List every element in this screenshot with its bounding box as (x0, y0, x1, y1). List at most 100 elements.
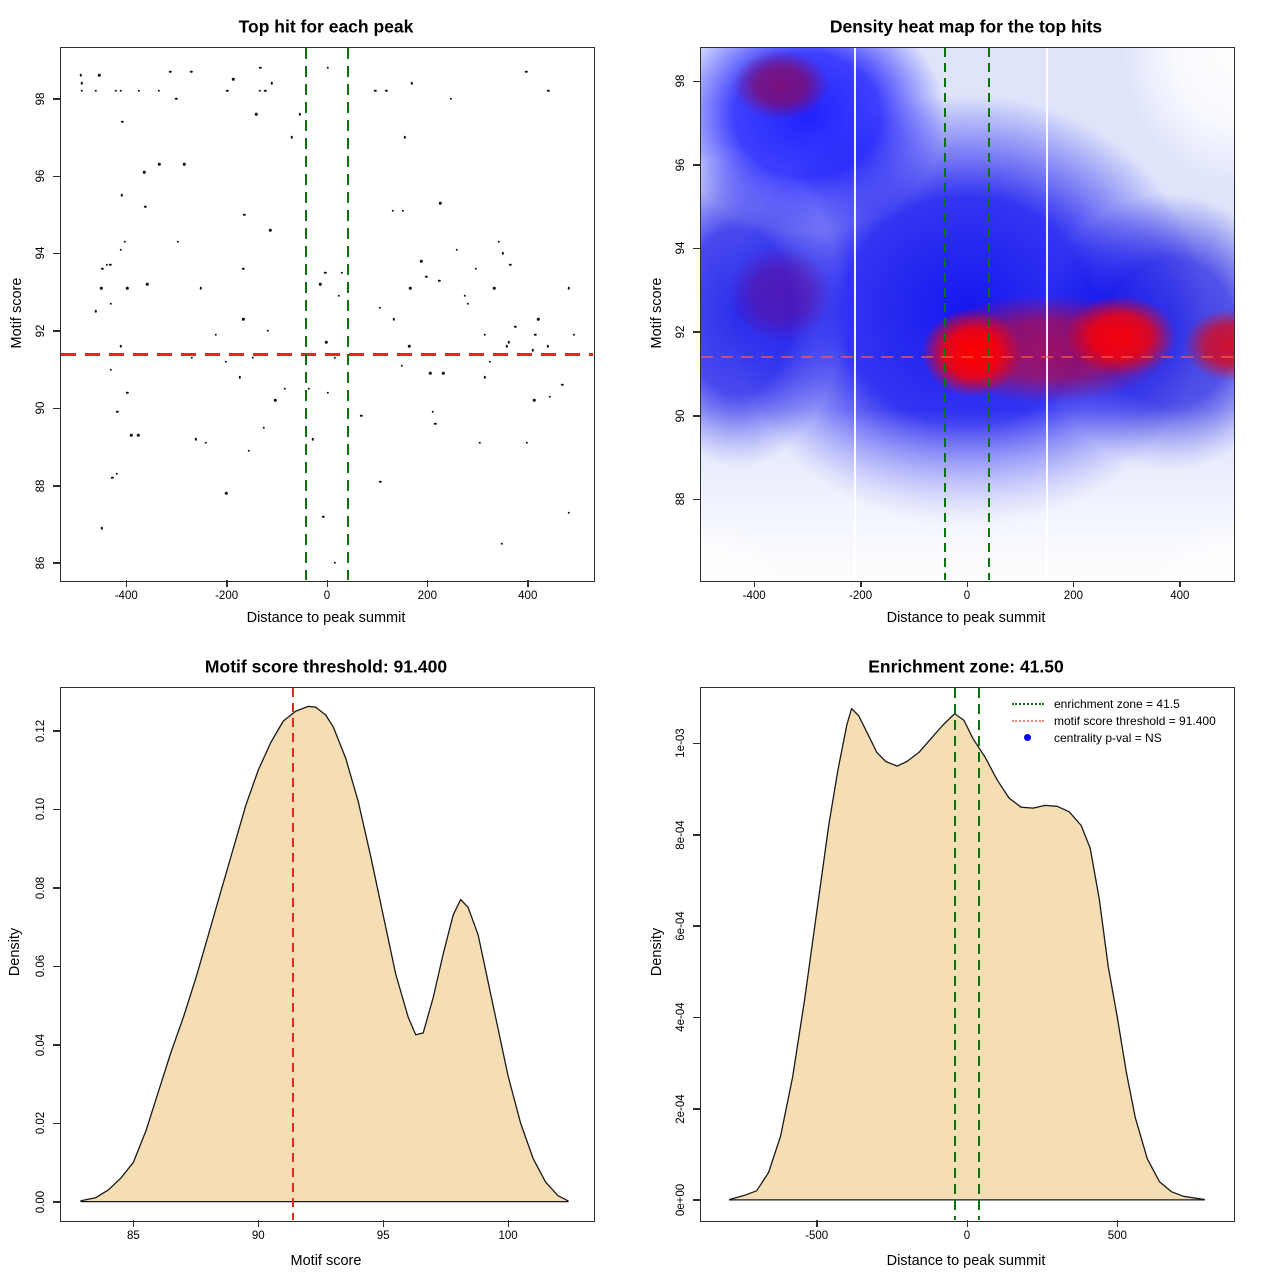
panel4-title: Enrichment zone: 41.50 (868, 656, 1064, 677)
y-axis-tick-label: 90 (675, 409, 687, 423)
scatter-point (340, 271, 344, 274)
y-axis-tick (692, 80, 700, 83)
panel1-x-axis-label: Distance to peak summit (246, 610, 406, 626)
motif-score-threshold-line (292, 688, 295, 1220)
y-axis-tick (52, 485, 60, 487)
scatter-point (483, 376, 487, 379)
x-axis-tick (860, 580, 862, 587)
x-axis-tick-label: -400 (742, 590, 766, 602)
blue-dot-icon (1024, 734, 1031, 741)
x-axis-tick (507, 1220, 510, 1227)
scatter-point (110, 476, 114, 480)
y-axis-tick-label: 90 (35, 401, 47, 415)
scatter-point (79, 74, 83, 77)
scatter-point (157, 89, 161, 93)
panel1-title: Top hit for each peak (238, 16, 414, 37)
scatter-point (561, 383, 564, 387)
scatter-point (410, 82, 414, 85)
scatter-point (274, 399, 277, 402)
x-axis-tick (966, 580, 968, 587)
scatter-point (408, 345, 411, 348)
scatter-point (126, 287, 129, 290)
y-axis-tick-label: 96 (675, 158, 687, 172)
scatter-point (400, 364, 403, 367)
scatter-point (431, 410, 435, 414)
y-axis-tick (692, 331, 700, 333)
scatter-point (251, 356, 254, 360)
y-axis-tick-label: 0.02 (35, 1111, 47, 1135)
scatter-point (425, 275, 428, 278)
x-axis-tick-label: -400 (114, 590, 138, 602)
x-axis-tick (527, 580, 529, 587)
scatter-point (326, 66, 329, 69)
scatter-point (255, 112, 258, 116)
enrichment-zone-line (978, 688, 981, 1220)
scatter-point (238, 376, 241, 379)
scatter-point (204, 441, 208, 445)
scatter-point (194, 437, 197, 441)
y-axis-tick (52, 98, 60, 100)
y-axis-tick (692, 1108, 700, 1110)
panel2-y-axis-label: Motif score (649, 277, 665, 349)
y-axis-tick (52, 1201, 60, 1203)
scatter-point (385, 89, 388, 93)
y-axis-tick-label: 86 (35, 556, 47, 570)
scatter-point (146, 283, 149, 286)
scatter-point (99, 287, 103, 290)
scatter-point (231, 78, 235, 81)
scatter-point (463, 294, 466, 298)
scatter-point (126, 391, 129, 394)
x-axis-tick (326, 580, 328, 587)
motif-score-density-plot-box: 85 90 95 100 0.00 0.02 0.04 0.06 0.08 0.10 0.12 (35, 687, 595, 1242)
y-axis-tick-label: 0.12 (35, 719, 47, 742)
scatter-point (326, 391, 329, 394)
scatter-point (478, 441, 481, 445)
heatmap-grid-line (854, 48, 857, 581)
scatter-point (225, 89, 229, 93)
y-axis-tick (692, 925, 700, 927)
x-axis-tick-label: -200 (215, 590, 239, 602)
density-curve (80, 705, 569, 1203)
scatter-point (158, 163, 161, 166)
scatter-point (533, 399, 536, 402)
legend-item-motif-score-threshold: motif score threshold = 91.400 (1012, 712, 1238, 729)
scatter-point (333, 561, 336, 565)
y-axis-tick-label: 4e-04 (675, 1002, 687, 1032)
y-axis-tick-label: 6e-04 (675, 911, 687, 941)
panel4-x-axis-label: Distance to peak summit (886, 1253, 1046, 1269)
x-axis-tick-label: -500 (805, 1230, 829, 1242)
scatter-point (258, 89, 261, 93)
scatter-point (507, 341, 510, 344)
scatter-point (429, 372, 432, 375)
y-axis-tick-label: 98 (35, 92, 47, 106)
x-axis-tick (1116, 1220, 1119, 1227)
heatmap-grid-line (1045, 48, 1048, 581)
y-axis-tick-label: 1e-03 (675, 728, 687, 758)
scatter-point (483, 333, 486, 336)
y-axis-tick (52, 562, 60, 564)
scatter-point (269, 229, 272, 232)
scatter-point (283, 387, 287, 391)
x-axis-tick (753, 580, 756, 587)
scatter-point (175, 97, 178, 100)
y-axis-tick-label: 92 (675, 325, 687, 339)
y-axis-tick-label: 0.04 (35, 1033, 47, 1056)
scatter-point (531, 348, 534, 352)
scatter-point (80, 82, 84, 85)
y-axis-tick-label: 0.00 (35, 1190, 47, 1213)
scatter-point (392, 318, 395, 321)
x-axis-tick (382, 1220, 385, 1227)
panel1-y-axis-label: Motif score (9, 277, 25, 349)
scatter-point (409, 287, 412, 290)
scatter-point (501, 252, 504, 255)
x-axis-tick-label: 100 (498, 1230, 518, 1242)
scatter-point (115, 472, 118, 476)
scatter-point (247, 449, 250, 452)
y-axis-tick (52, 1122, 60, 1125)
x-axis-tick (226, 580, 228, 587)
scatter-point (120, 194, 123, 197)
scatter-point (143, 170, 146, 174)
scatter-point (199, 287, 202, 290)
scatter-point (525, 441, 528, 445)
